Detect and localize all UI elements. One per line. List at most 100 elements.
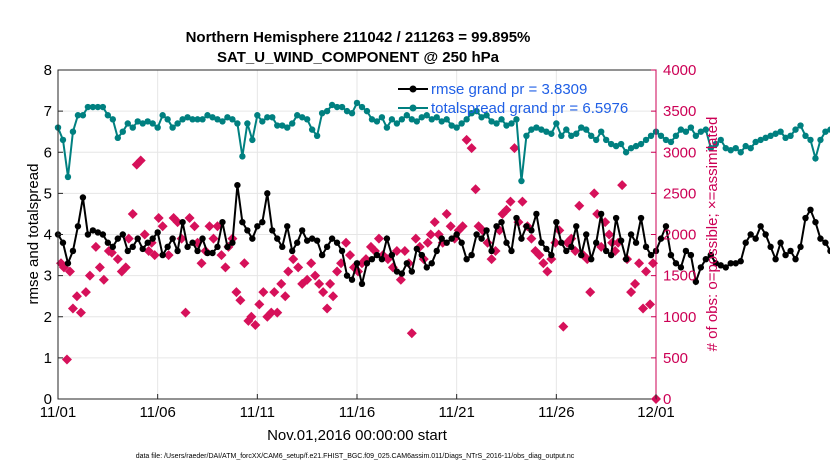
totalspread-point [408, 116, 416, 123]
obs-marker [67, 303, 78, 314]
obs-series [55, 134, 661, 404]
totalspread-point [363, 107, 371, 115]
totalspread-point [443, 116, 450, 123]
y-left-tick-label: 5 [44, 185, 52, 202]
rmse-point [423, 264, 430, 271]
y-left-tick-label: 3 [44, 268, 52, 285]
rmse-point [602, 247, 610, 255]
totalspread-point [109, 116, 117, 123]
obs-marker [509, 143, 520, 154]
rmse-point [393, 268, 401, 275]
rmse-point [363, 260, 371, 267]
totalspread-point [99, 103, 107, 111]
chart-subtitle: SAT_U_WIND_COMPONENT @ 250 hPa [217, 49, 500, 66]
totalspread-point [224, 114, 231, 121]
totalspread-point [358, 103, 366, 111]
rmse-point [174, 247, 181, 255]
obs-marker [139, 229, 150, 240]
totalspread-point [528, 126, 535, 133]
rmse-point [583, 231, 590, 238]
rmse-point [642, 243, 650, 251]
x-tick-label: 12/01 [637, 404, 675, 421]
rmse-point [732, 260, 739, 267]
obs-marker [373, 233, 384, 244]
rmse-point [189, 239, 196, 246]
footnote: data file: /Users/raeder/DAI/ATM_forcXX/… [136, 453, 575, 460]
totalspread-point [418, 114, 425, 121]
totalspread-point [453, 124, 460, 131]
totalspread-point [289, 120, 296, 127]
obs-marker [306, 258, 317, 269]
totalspread-point [757, 136, 764, 144]
totalspread-point [762, 134, 769, 142]
rmse-point [617, 237, 625, 244]
totalspread-point [308, 126, 316, 133]
rmse-point [637, 214, 645, 222]
rmse-point [692, 278, 700, 285]
totalspread-point [79, 112, 87, 119]
obs-marker [189, 221, 200, 232]
totalspread-point [657, 132, 665, 139]
totalspread-point [697, 128, 705, 135]
rmse-point [508, 247, 515, 255]
totalspread-point [124, 120, 131, 127]
legend: rmse grand pr = 3.8309 totalspread grand… [398, 81, 628, 117]
totalspread-point [647, 132, 655, 139]
rmse-point [239, 218, 246, 226]
obs-marker [445, 221, 456, 232]
obs-marker [172, 217, 183, 228]
rmse-point [767, 243, 774, 251]
x-tick-label: 11/21 [438, 404, 474, 421]
totalspread-point [184, 114, 191, 121]
totalspread-point [662, 136, 670, 144]
rmse-point [468, 251, 475, 259]
rmse-point [323, 243, 331, 251]
rmse-point [702, 255, 710, 263]
obs-marker [80, 287, 91, 298]
obs-marker [538, 258, 549, 269]
obs-marker [322, 303, 333, 314]
totalspread-point [597, 128, 605, 135]
rmse-point [632, 239, 640, 246]
legend-spread-marker [409, 104, 417, 112]
totalspread-point [403, 112, 411, 119]
obs-marker [382, 254, 393, 265]
rmse-point [757, 223, 764, 230]
obs-marker [269, 287, 280, 298]
obs-marker [604, 229, 615, 240]
totalspread-point [458, 120, 465, 127]
x-tick-label: 11/06 [139, 404, 175, 421]
totalspread-point [727, 146, 734, 154]
obs-marker [626, 287, 637, 298]
rmse-point [353, 260, 361, 267]
rmse-point [64, 260, 72, 267]
obs-marker [283, 266, 294, 277]
obs-marker [501, 204, 512, 215]
rmse-point [662, 223, 670, 230]
totalspread-point [254, 112, 261, 119]
rmse-point [284, 223, 291, 230]
rmse-point [328, 235, 336, 242]
totalspread-point [284, 124, 291, 131]
totalspread-point [523, 132, 530, 139]
totalspread-point [89, 103, 97, 111]
totalspread-point [84, 103, 92, 111]
obs-marker [318, 287, 329, 298]
totalspread-point [538, 126, 545, 133]
obs-marker [135, 155, 146, 166]
obs-marker [630, 278, 641, 289]
x-tick-label: 11/16 [339, 404, 375, 421]
rmse-point [697, 264, 705, 271]
rmse-point [204, 249, 211, 257]
obs-marker [425, 229, 436, 240]
y-right-tick-label: 3500 [663, 103, 696, 120]
rmse-point [727, 260, 734, 267]
obs-marker [589, 188, 600, 199]
rmse-point [478, 235, 485, 242]
obs-marker [120, 262, 131, 273]
obs-marker [98, 274, 109, 285]
rmse-point [772, 255, 779, 263]
totalspread-point [59, 136, 67, 144]
totalspread-point [563, 126, 570, 133]
totalspread-point [702, 126, 710, 133]
